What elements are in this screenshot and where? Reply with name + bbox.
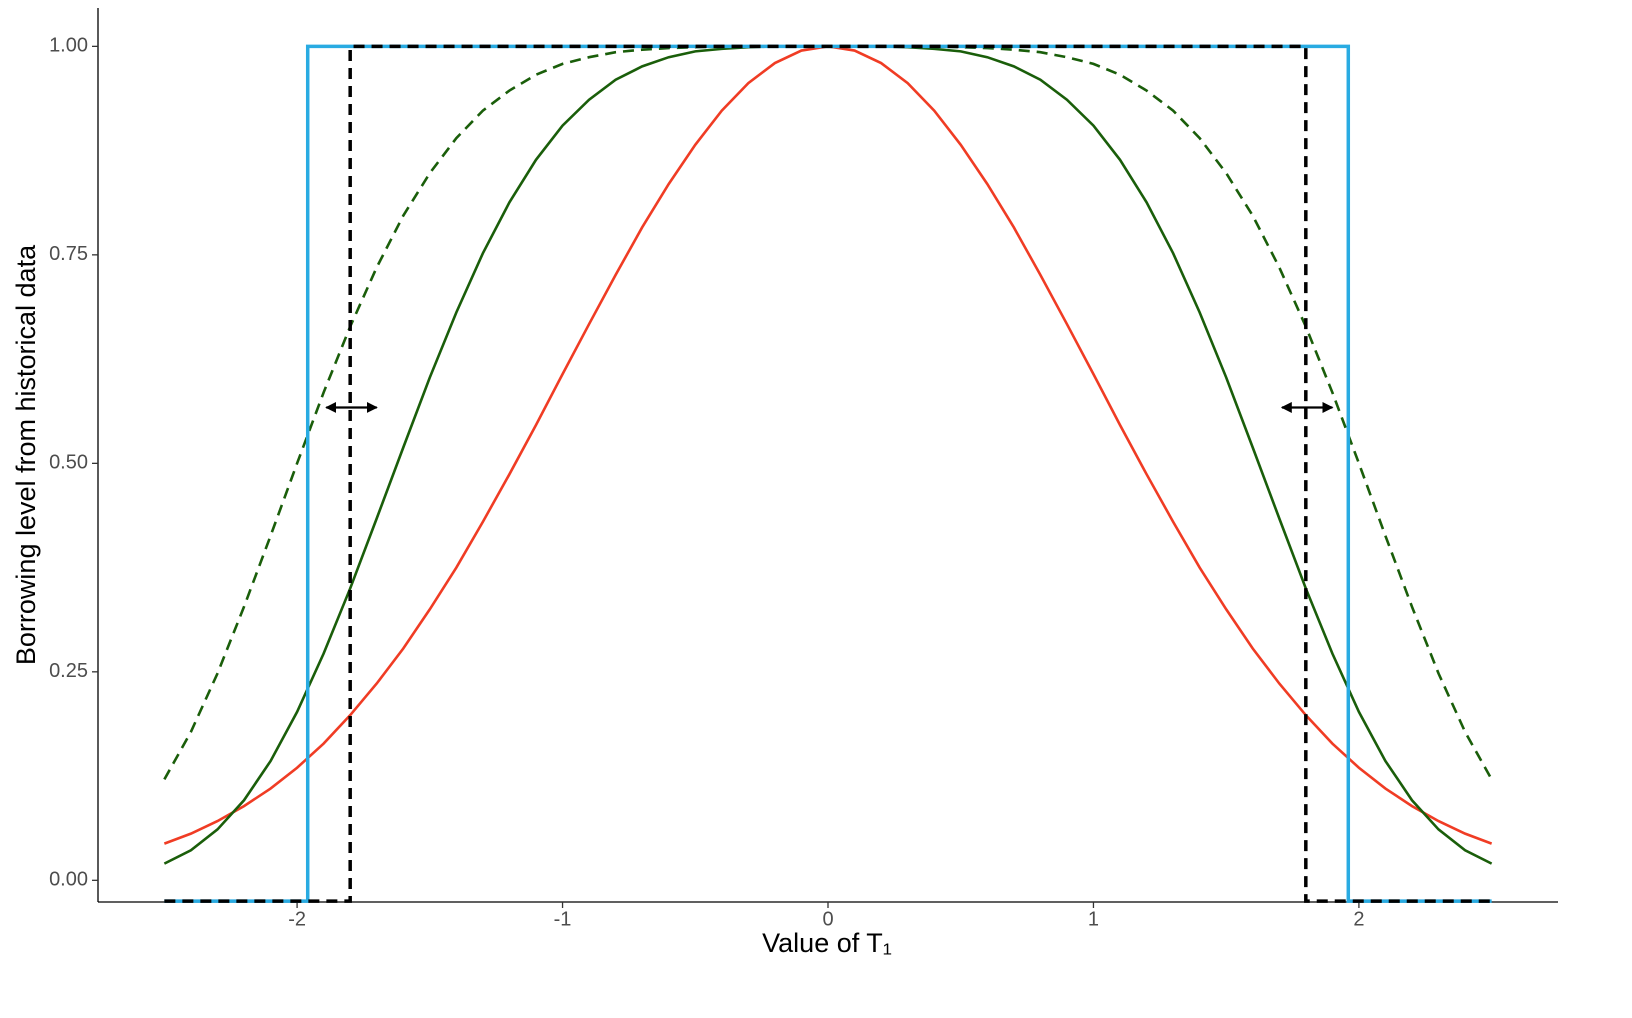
x-tick-label: -1 — [554, 908, 572, 930]
y-axis-title: Borrowing level from historical data — [11, 244, 41, 665]
x-tick-label: -2 — [288, 908, 306, 930]
x-tick-label: 2 — [1353, 908, 1364, 930]
series-line — [163, 45, 1493, 865]
y-tick-label: 0.25 — [49, 660, 88, 682]
series-line — [163, 45, 1493, 781]
x-tick-label: 0 — [822, 908, 833, 930]
x-axis-title: Value of T₁ — [762, 928, 892, 958]
y-tick-label: 0.00 — [49, 869, 88, 891]
series-line — [163, 45, 1493, 845]
y-tick-label: 0.75 — [49, 243, 88, 265]
x-tick-label: 1 — [1088, 908, 1099, 930]
series-line — [164, 44, 1492, 903]
series-line — [164, 44, 1492, 903]
y-tick-label: 0.50 — [49, 452, 88, 474]
y-tick-label: 1.00 — [49, 35, 88, 57]
